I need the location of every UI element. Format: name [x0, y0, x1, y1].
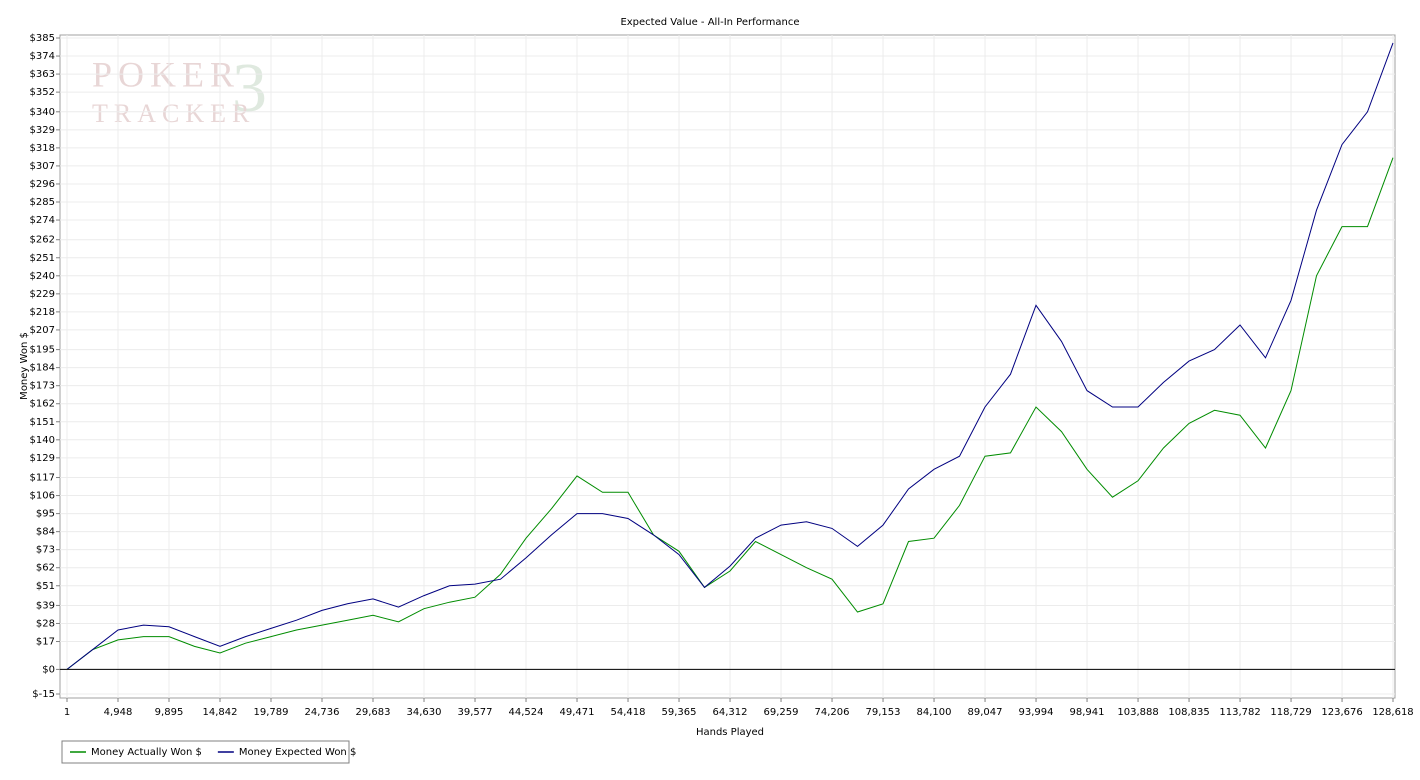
y-tick-label: $307: [30, 161, 55, 172]
x-tick-label: 59,365: [662, 707, 697, 718]
x-tick-label: 128,618: [1372, 707, 1413, 718]
y-tick-label: $274: [30, 215, 55, 226]
y-tick-label: $229: [30, 289, 55, 300]
y-tick-label: $129: [30, 453, 55, 464]
x-tick-label: 84,100: [917, 707, 952, 718]
y-tick-label: $195: [30, 345, 55, 356]
y-tick-label: $28: [36, 618, 55, 629]
x-tick-label: 14,842: [203, 707, 238, 718]
x-tick-label: 9,895: [155, 707, 184, 718]
y-tick-label: $296: [30, 179, 55, 190]
x-tick-label: 89,047: [968, 707, 1003, 718]
x-tick-label: 108,835: [1168, 707, 1209, 718]
x-tick-label: 79,153: [866, 707, 901, 718]
y-tick-label: $363: [30, 69, 55, 80]
x-tick-label: 123,676: [1321, 707, 1362, 718]
y-tick-label: $-15: [32, 689, 55, 700]
y-tick-label: $173: [30, 381, 55, 392]
y-tick-label: $51: [36, 581, 55, 592]
y-tick-label: $352: [30, 87, 55, 98]
x-tick-label: 1: [64, 707, 70, 718]
y-tick-label: $340: [30, 107, 55, 118]
x-tick-label: 39,577: [458, 707, 493, 718]
y-tick-label: $140: [30, 435, 55, 446]
y-tick-label: $329: [30, 125, 55, 136]
y-tick-label: $374: [30, 51, 55, 62]
x-tick-label: 103,888: [1117, 707, 1158, 718]
watermark: 3: [232, 50, 267, 127]
y-tick-label: $117: [30, 473, 55, 484]
y-tick-label: $262: [30, 235, 55, 246]
y-tick-label: $17: [36, 637, 55, 648]
y-tick-label: $318: [30, 143, 55, 154]
x-tick-label: 19,789: [254, 707, 289, 718]
y-axis-label: Money Won $: [19, 332, 30, 400]
plot-frame: [59, 34, 1396, 699]
y-tick-label: $62: [36, 563, 55, 574]
x-tick-label: 24,736: [305, 707, 340, 718]
x-tick-label: 98,941: [1070, 707, 1105, 718]
y-tick-label: $0: [42, 664, 55, 675]
y-tick-label: $151: [30, 417, 55, 428]
y-tick-label: $218: [30, 307, 55, 318]
x-tick-label: 44,524: [509, 707, 544, 718]
x-tick-label: 93,994: [1019, 707, 1054, 718]
chart-title: Expected Value - All-In Performance: [620, 17, 799, 28]
x-tick-label: 49,471: [560, 707, 595, 718]
x-tick-label: 74,206: [815, 707, 850, 718]
y-tick-label: $162: [30, 399, 55, 410]
legend-label: Money Actually Won $: [91, 747, 202, 758]
y-tick-label: $285: [30, 197, 55, 208]
y-tick-label: $73: [36, 545, 55, 556]
y-tick-label: $106: [30, 491, 55, 502]
y-tick-label: $240: [30, 271, 55, 282]
x-tick-label: 118,729: [1270, 707, 1311, 718]
legend-label: Money Expected Won $: [239, 747, 356, 758]
y-tick-label: $39: [36, 600, 55, 611]
x-tick-label: 54,418: [611, 707, 646, 718]
series-line: [66, 157, 1394, 670]
y-tick-label: $184: [30, 363, 55, 374]
y-tick-label: $84: [36, 527, 55, 538]
x-tick-label: 113,782: [1219, 707, 1260, 718]
y-tick-label: $207: [30, 325, 55, 336]
legend: [61, 740, 350, 764]
y-tick-label: $95: [36, 509, 55, 520]
x-tick-label: 69,259: [764, 707, 799, 718]
x-tick-label: 64,312: [713, 707, 748, 718]
x-tick-label: 34,630: [407, 707, 442, 718]
watermark: TRACKER: [92, 99, 255, 128]
lines: [66, 42, 1394, 670]
x-axis-label: Hands Played: [696, 727, 764, 738]
y-tick-label: $251: [30, 253, 55, 264]
x-tick-label: 29,683: [356, 707, 391, 718]
series-line: [66, 42, 1394, 670]
y-tick-label: $385: [30, 33, 55, 44]
x-tick-label: 4,948: [104, 707, 133, 718]
